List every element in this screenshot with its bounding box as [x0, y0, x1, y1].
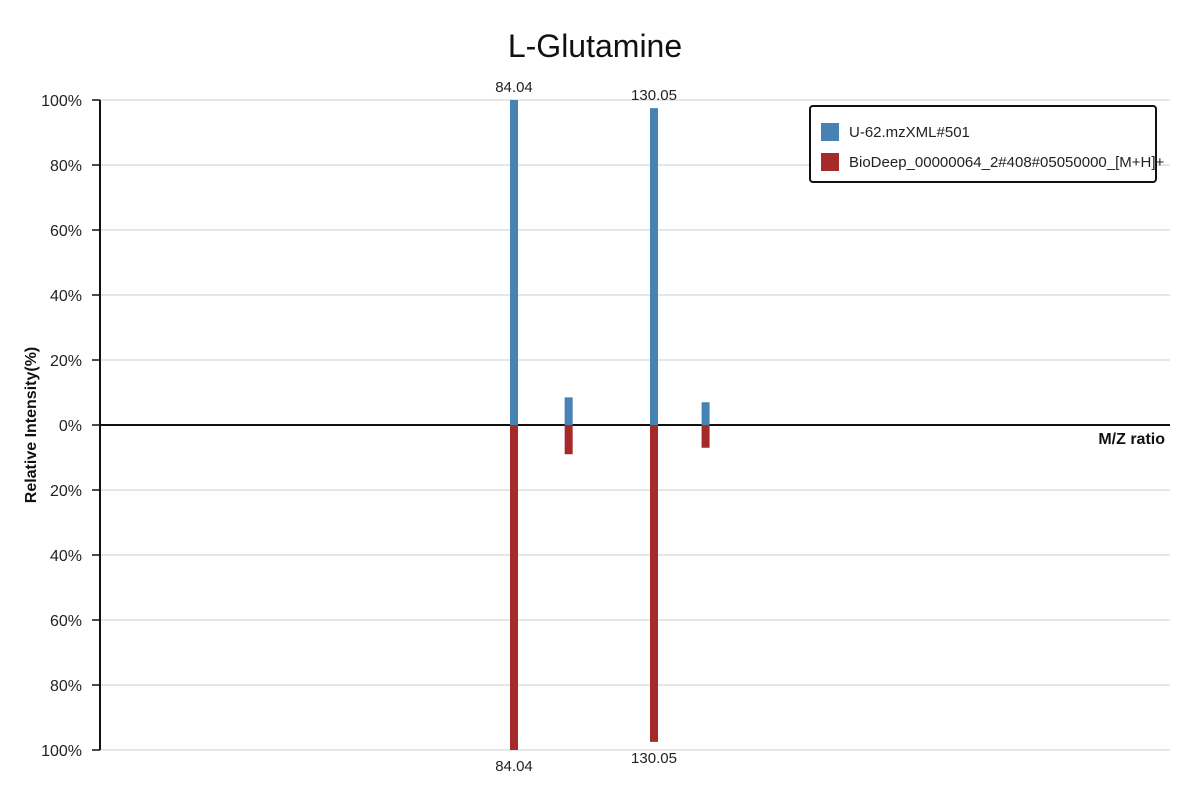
y-tick-label: 80% [50, 678, 82, 695]
bar-reference-peak-1 [510, 425, 518, 750]
legend-swatch-series-2 [821, 153, 839, 171]
legend-swatch-series-1 [821, 123, 839, 141]
legend-label-series-1: U-62.mzXML#501 [849, 123, 970, 141]
bar-reference-peak-4 [701, 425, 710, 448]
bar-reference-peak-2 [564, 425, 573, 455]
peak-label-reference-1: 84.04 [495, 758, 533, 775]
y-tick-label: 60% [50, 613, 82, 630]
chart-title: L-Glutamine [507, 28, 683, 64]
peak-label-reference-3: 130.05 [631, 750, 677, 767]
legend: U-62.mzXML#501 BioDeep_00000064_2#408#05… [809, 105, 1164, 183]
y-tick-label: 20% [50, 483, 82, 500]
peak-label-sample-3: 130.05 [631, 87, 677, 104]
legend-label-series-2: BioDeep_00000064_2#408#05050000_[M+H]+ [849, 153, 1165, 171]
x-axis-label: M/Z ratio [1098, 431, 1165, 448]
y-tick-label: 60% [50, 223, 82, 240]
y-tick-label: 100% [41, 743, 82, 760]
y-tick-label: 80% [50, 158, 82, 175]
bar-sample-peak-2 [564, 397, 573, 425]
peak-label-sample-1: 84.04 [495, 79, 533, 96]
y-axis-label: Relative Intensity(%) [23, 347, 40, 503]
y-tick-label: 20% [50, 353, 82, 370]
legend-item-series-1: U-62.mzXML#501 [821, 122, 970, 142]
y-tick-label: 40% [50, 288, 82, 305]
bar-sample-peak-1 [510, 100, 518, 425]
bar-sample-peak-4 [701, 402, 710, 425]
legend-item-series-2: BioDeep_00000064_2#408#05050000_[M+H]+ [821, 152, 1164, 172]
y-tick-label: 100% [41, 93, 82, 110]
y-tick-label: 0% [59, 418, 82, 435]
y-tick-label: 40% [50, 548, 82, 565]
bar-sample-peak-3 [650, 108, 658, 425]
bar-reference-peak-3 [650, 425, 658, 742]
